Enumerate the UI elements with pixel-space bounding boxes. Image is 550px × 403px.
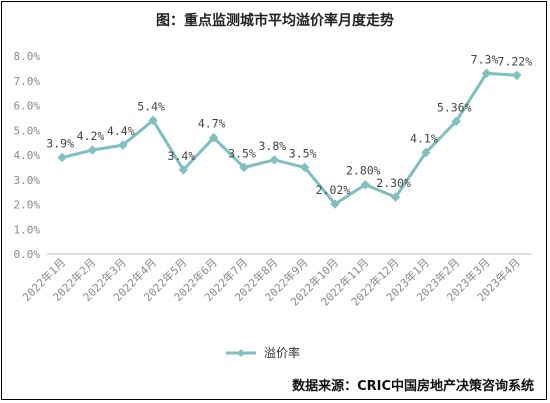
data-label: 3.8%	[258, 139, 286, 153]
chart-title: 图：重点监测城市平均溢价率月度走势	[156, 13, 394, 29]
y-tick-label: 6.0%	[14, 100, 41, 113]
data-point	[178, 165, 189, 175]
data-point	[239, 162, 249, 173]
data-label: 7.22%	[498, 54, 533, 68]
series-line	[61, 71, 517, 206]
legend-label: 溢价率	[264, 345, 300, 360]
legend-marker	[237, 349, 245, 357]
data-point	[390, 192, 401, 202]
y-tick-label: 8.0%	[14, 50, 41, 63]
data-label: 5.4%	[137, 99, 165, 113]
data-point	[209, 132, 219, 143]
data-label: 3.4%	[168, 149, 196, 163]
data-point	[299, 162, 310, 173]
y-tick-label: 7.0%	[14, 75, 41, 88]
data-label: 7.3%	[471, 52, 499, 66]
data-label: 5.36%	[437, 100, 472, 114]
y-tick-label: 3.0%	[14, 174, 41, 187]
data-point	[360, 179, 370, 190]
data-point	[148, 115, 158, 126]
y-tick-label: 1.0%	[14, 223, 41, 236]
data-point	[87, 145, 98, 155]
y-tick-label: 4.0%	[14, 149, 41, 162]
data-point	[57, 152, 67, 163]
data-point	[481, 68, 492, 79]
data-label: 4.7%	[198, 117, 226, 131]
data-point	[269, 155, 280, 165]
data-point	[512, 70, 522, 81]
data-label: 3.5%	[289, 146, 317, 160]
y-tick-label: 5.0%	[14, 124, 41, 137]
data-label: 4.2%	[77, 129, 105, 143]
data-label: 4.1%	[410, 132, 438, 146]
data-label: 2.30%	[376, 176, 411, 190]
data-label: 3.9%	[46, 136, 74, 150]
data-point	[118, 140, 128, 150]
data-label: 4.4%	[107, 124, 135, 138]
data-label: 2.80%	[346, 164, 381, 178]
y-tick-label: 2.0%	[14, 199, 41, 212]
y-tick-label: 0.0%	[14, 248, 41, 261]
data-source: 数据来源：CRIC中国房地产决策咨询系统	[292, 379, 534, 394]
data-label: 3.5%	[228, 146, 256, 160]
data-point	[421, 147, 431, 158]
data-label: 2.02%	[316, 183, 351, 197]
data-point	[451, 116, 461, 127]
data-point	[330, 199, 340, 209]
